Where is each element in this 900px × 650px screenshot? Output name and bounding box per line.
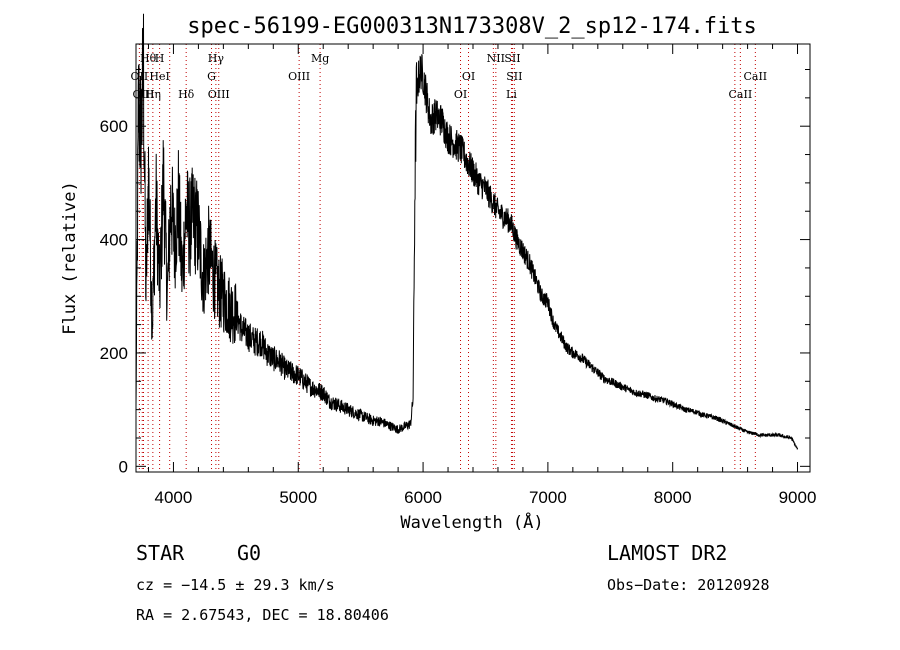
x-tick-label: 6000 <box>404 488 442 507</box>
y-axis-label: Flux (relative) <box>60 181 80 335</box>
object-class: STAR <box>136 541 185 565</box>
spectral-line-label: SII <box>504 52 520 65</box>
coordinates-text: RA = 2.67543, DEC = 18.80406 <box>136 606 389 624</box>
spectral-line-label: Li <box>506 88 517 101</box>
spectral-line-label: HeI <box>149 70 169 83</box>
spectral-line-label: OI <box>454 88 467 101</box>
spectrum-series-0 <box>135 13 798 450</box>
survey-name: LAMOST DR2 <box>607 541 728 565</box>
spectral-line-label: Hη <box>145 88 161 101</box>
y-tick-label: 200 <box>100 344 128 363</box>
spectral-line-label: OI <box>462 70 475 83</box>
y-tick-label: 400 <box>100 231 128 250</box>
x-tick-label: 7000 <box>529 488 567 507</box>
spectral-line-label: OIII <box>208 88 230 101</box>
y-tick-label: 600 <box>100 117 128 136</box>
spectral-line-label: H <box>155 52 165 65</box>
x-axis-label: Wavelength (Å) <box>400 511 543 533</box>
spectral-line-label: SII <box>506 70 522 83</box>
spectral-line-label: OIII <box>288 70 310 83</box>
spectral-line-label: Hθ <box>140 52 157 65</box>
chart-title: spec-56199-EG000313N173308V_2_sp12-174.f… <box>187 14 757 39</box>
spectral-line-label: CaII <box>743 70 767 83</box>
redshift-text: cz = −14.5 ± 29.3 km/s <box>136 576 335 594</box>
x-tick-label: 5000 <box>279 488 317 507</box>
x-tick-label: 4000 <box>155 488 193 507</box>
obs-date-text: Obs−Date: 20120928 <box>607 576 770 594</box>
spectral-line-label: OIII <box>132 88 154 101</box>
plot-frame <box>135 43 811 473</box>
spectral-line-label: Hδ <box>178 88 195 101</box>
spectral-line-label: Hγ <box>208 52 225 65</box>
spectral-line-label: NII <box>487 52 505 65</box>
spectral-line-label: OII <box>131 70 149 83</box>
y-tick-label: 0 <box>119 457 128 476</box>
x-tick-label: 9000 <box>779 488 817 507</box>
spectral-line-label: G <box>207 70 216 83</box>
spectral-line-label: Mg <box>311 52 329 65</box>
spectral-line-label: CaII <box>729 88 753 101</box>
spectral-subclass: G0 <box>237 541 262 565</box>
x-tick-label: 8000 <box>654 488 692 507</box>
